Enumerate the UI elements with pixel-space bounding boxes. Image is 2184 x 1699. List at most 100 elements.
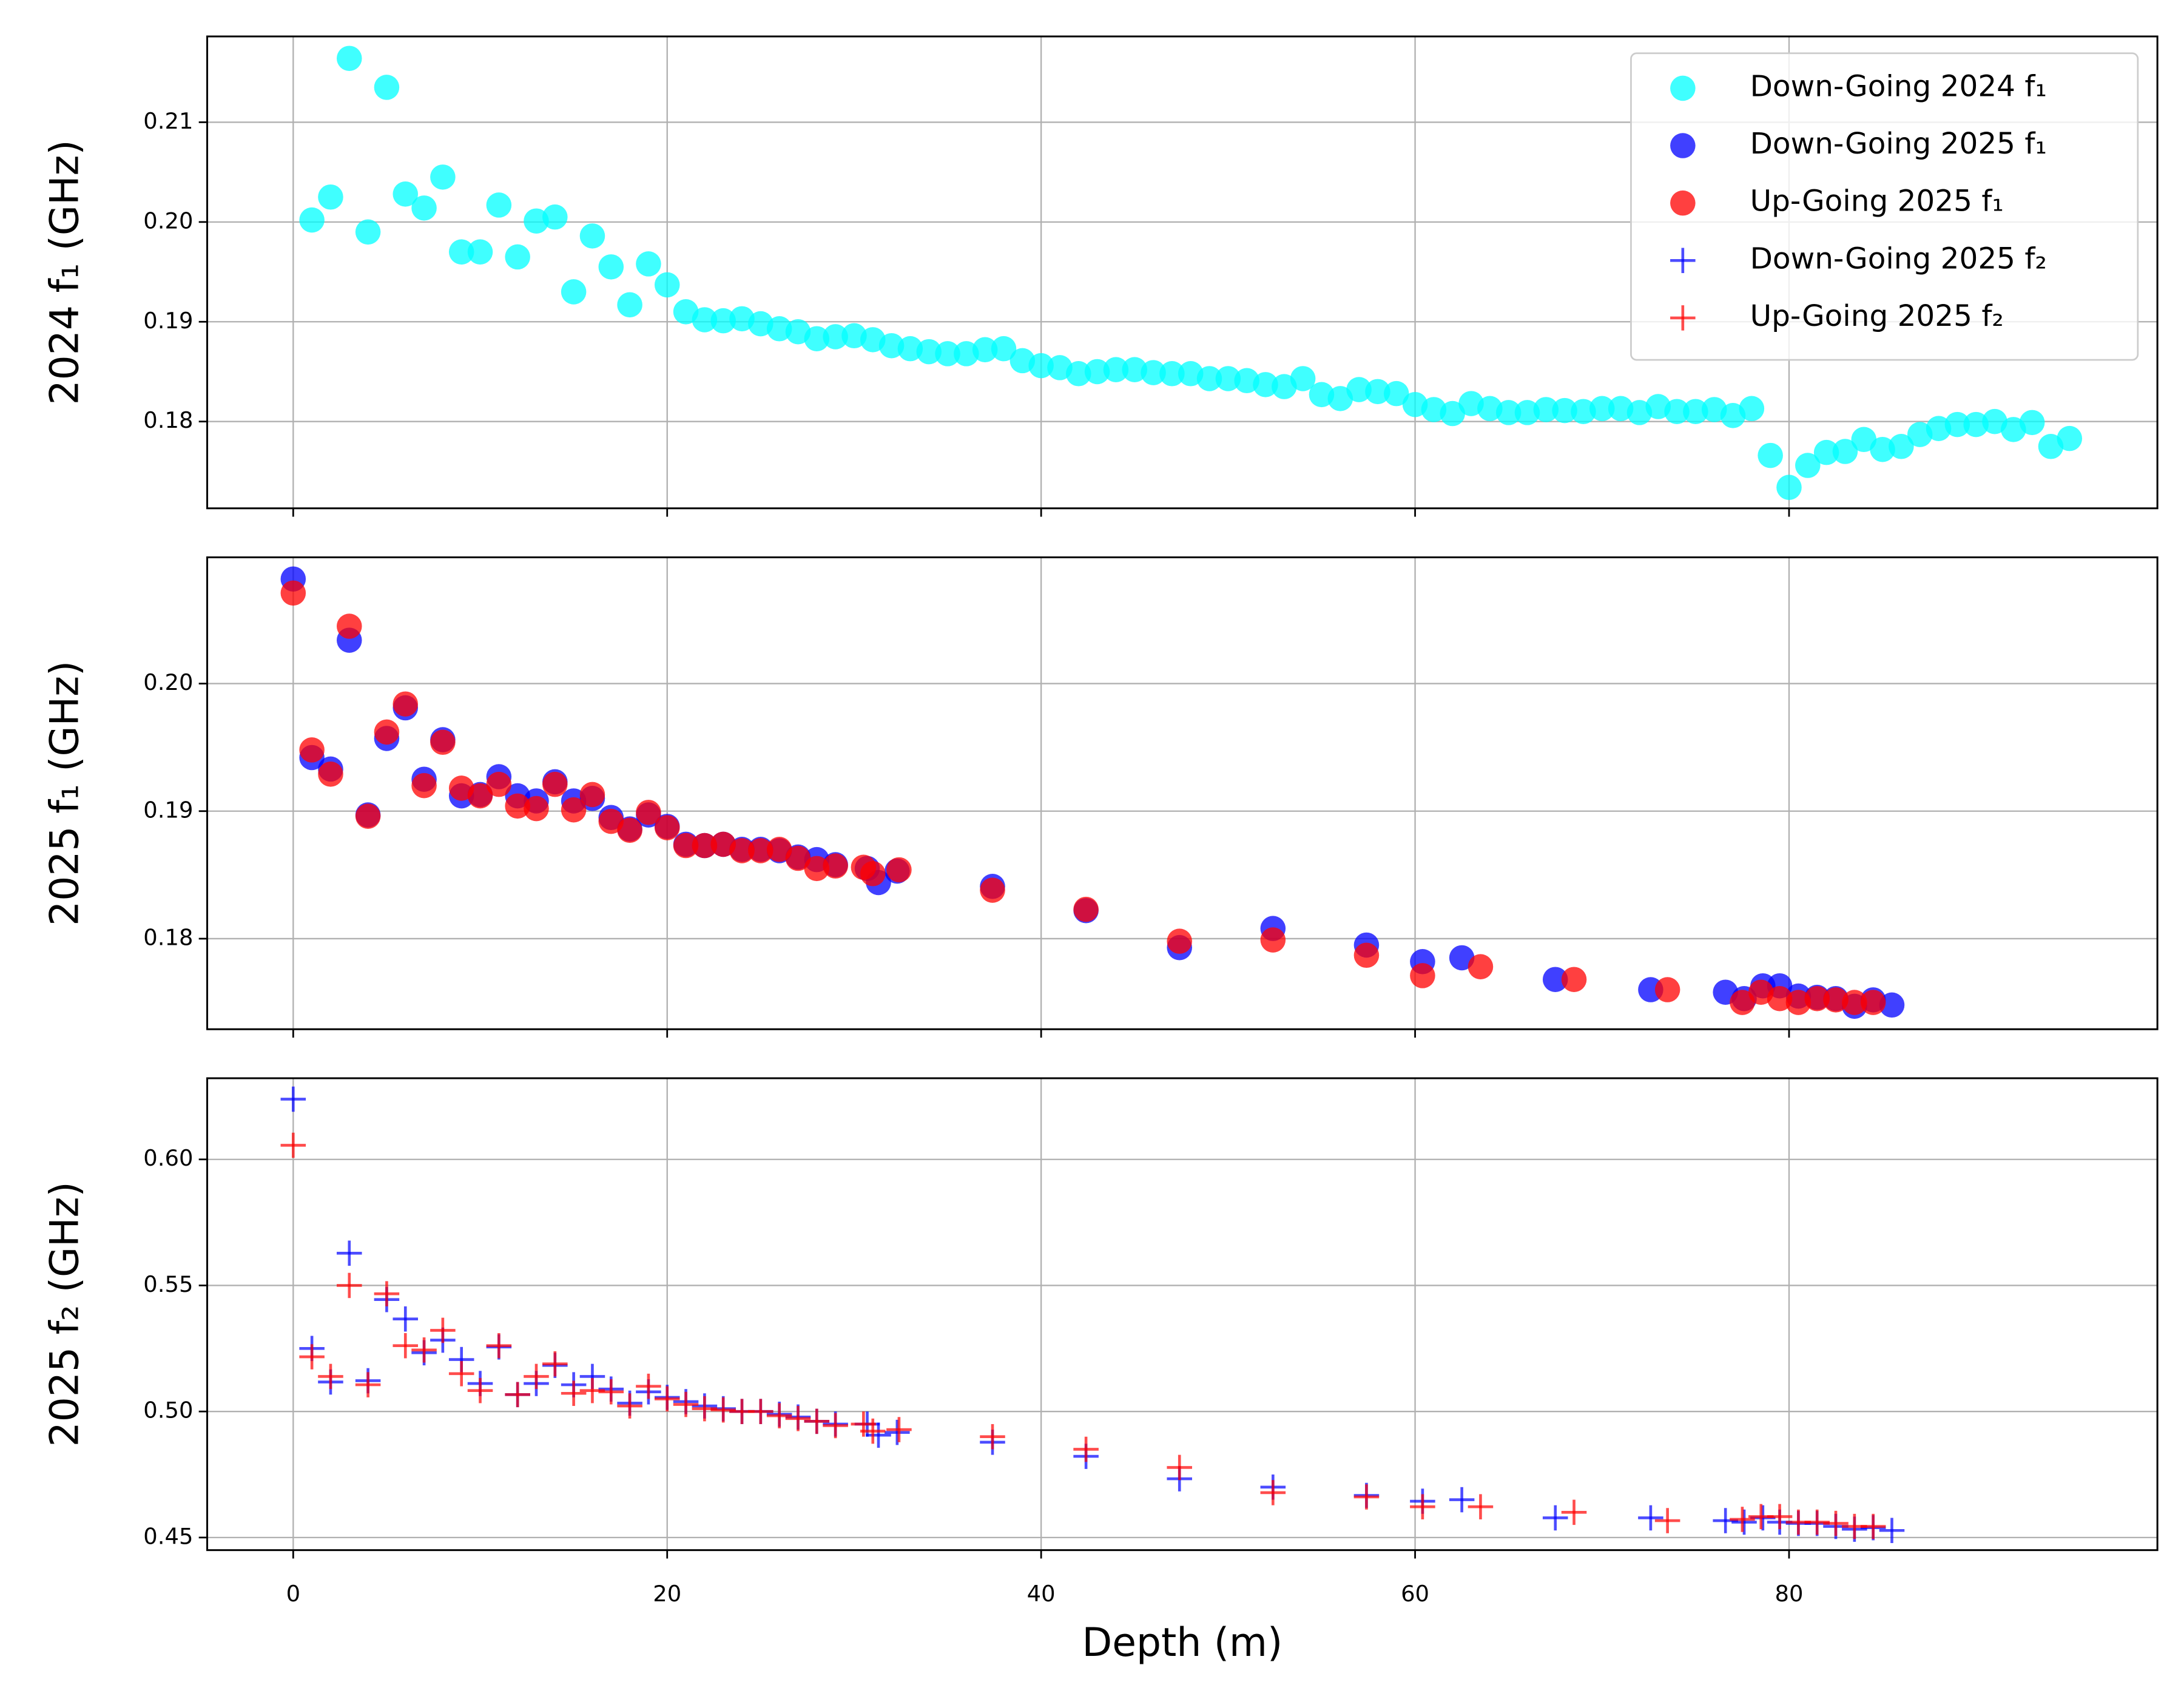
point	[1561, 967, 1587, 992]
point	[860, 860, 886, 887]
point	[885, 1419, 910, 1445]
point	[860, 1418, 886, 1444]
y-tick-label: 0.19	[143, 797, 193, 823]
point	[1561, 1499, 1587, 1525]
point	[1608, 396, 1634, 422]
point	[1410, 963, 1435, 988]
point	[1944, 411, 1970, 437]
point	[1215, 366, 1241, 391]
point	[486, 1333, 512, 1359]
point	[1353, 1484, 1380, 1510]
legend-label: Down-Going 2025 f₂	[1750, 242, 2047, 275]
point	[411, 772, 437, 799]
point	[1767, 985, 1793, 1012]
y-tick-label: 0.55	[143, 1271, 193, 1297]
point	[1353, 942, 1380, 968]
y-tick-label: 0.18	[143, 924, 193, 950]
axes-frame	[206, 556, 2159, 1030]
legend-marker	[1670, 133, 1696, 158]
point	[1073, 896, 1099, 922]
point	[430, 729, 456, 755]
point	[318, 184, 343, 210]
point	[1383, 380, 1409, 407]
point	[692, 307, 718, 333]
y-tick-label: 0.20	[143, 669, 193, 695]
y-tick-label: 0.19	[143, 308, 193, 334]
point	[280, 1086, 306, 1112]
point	[1638, 1505, 1663, 1531]
x-axis-label: Depth (m)	[1082, 1620, 1283, 1666]
point	[980, 877, 1005, 903]
point	[1260, 1480, 1286, 1505]
point	[1073, 1436, 1099, 1462]
point	[1103, 357, 1129, 382]
point	[1167, 1454, 1192, 1481]
legend-marker	[1670, 190, 1696, 216]
point	[1795, 453, 1821, 478]
point	[505, 1382, 530, 1408]
point	[280, 580, 306, 606]
x-tick-label: 60	[1401, 1581, 1429, 1607]
point	[1860, 1513, 1886, 1539]
point	[1823, 1510, 1849, 1536]
point	[2057, 425, 2083, 451]
point	[561, 1380, 587, 1407]
legend-label: Down-Going 2024 f₁	[1750, 69, 2047, 103]
point	[886, 857, 912, 883]
point	[1879, 1518, 1905, 1544]
point	[954, 341, 979, 366]
point	[430, 164, 456, 190]
point	[935, 341, 960, 366]
point	[467, 1377, 493, 1403]
point	[823, 853, 848, 879]
point	[524, 795, 549, 822]
point	[598, 808, 624, 834]
point	[579, 223, 605, 249]
point	[886, 1417, 912, 1442]
point	[1730, 1507, 1755, 1532]
point	[1327, 386, 1353, 411]
point	[1028, 353, 1054, 379]
axes-frame	[206, 1077, 2159, 1552]
point	[1842, 990, 1867, 1015]
point	[785, 1406, 811, 1431]
point	[636, 1373, 661, 1399]
point	[1167, 928, 1192, 954]
point	[980, 1424, 1005, 1450]
point	[1552, 397, 1577, 424]
point	[1449, 1487, 1475, 1513]
legend-box	[1630, 52, 2139, 361]
point	[1731, 1509, 1757, 1535]
point	[1785, 990, 1812, 1015]
point	[1533, 397, 1559, 422]
point	[916, 339, 942, 365]
point	[1879, 992, 1905, 1018]
point	[1477, 396, 1503, 422]
x-tick-label: 40	[1027, 1581, 1056, 1607]
point	[1926, 416, 1952, 441]
point	[355, 1372, 381, 1397]
legend-label: Up-Going 2025 f₂	[1750, 299, 2004, 333]
y-axis-label: 2025 f₁ (GHz)	[42, 661, 87, 926]
point	[1514, 400, 1540, 425]
point	[1440, 400, 1465, 427]
point	[411, 195, 437, 221]
point	[1468, 954, 1494, 979]
point	[486, 771, 512, 797]
point	[579, 782, 605, 808]
point	[1365, 379, 1390, 405]
point	[804, 326, 830, 351]
point	[1730, 990, 1755, 1015]
point	[766, 316, 792, 342]
y-tick-label: 0.20	[143, 208, 193, 234]
point	[1776, 475, 1802, 500]
point	[337, 1240, 362, 1266]
point	[1870, 436, 1895, 462]
point	[337, 46, 362, 71]
y-tick-label: 0.21	[143, 108, 193, 134]
y-axis-label: 2024 f₁ (GHz)	[42, 140, 87, 405]
legend-label: Up-Going 2025 f₁	[1750, 184, 2004, 218]
point	[1309, 382, 1335, 408]
point	[299, 737, 325, 763]
